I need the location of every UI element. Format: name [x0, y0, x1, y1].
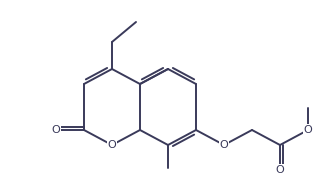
- Text: O: O: [51, 125, 60, 135]
- Text: O: O: [108, 140, 116, 150]
- Text: O: O: [304, 125, 312, 135]
- Text: O: O: [276, 165, 284, 175]
- Text: O: O: [220, 140, 228, 150]
